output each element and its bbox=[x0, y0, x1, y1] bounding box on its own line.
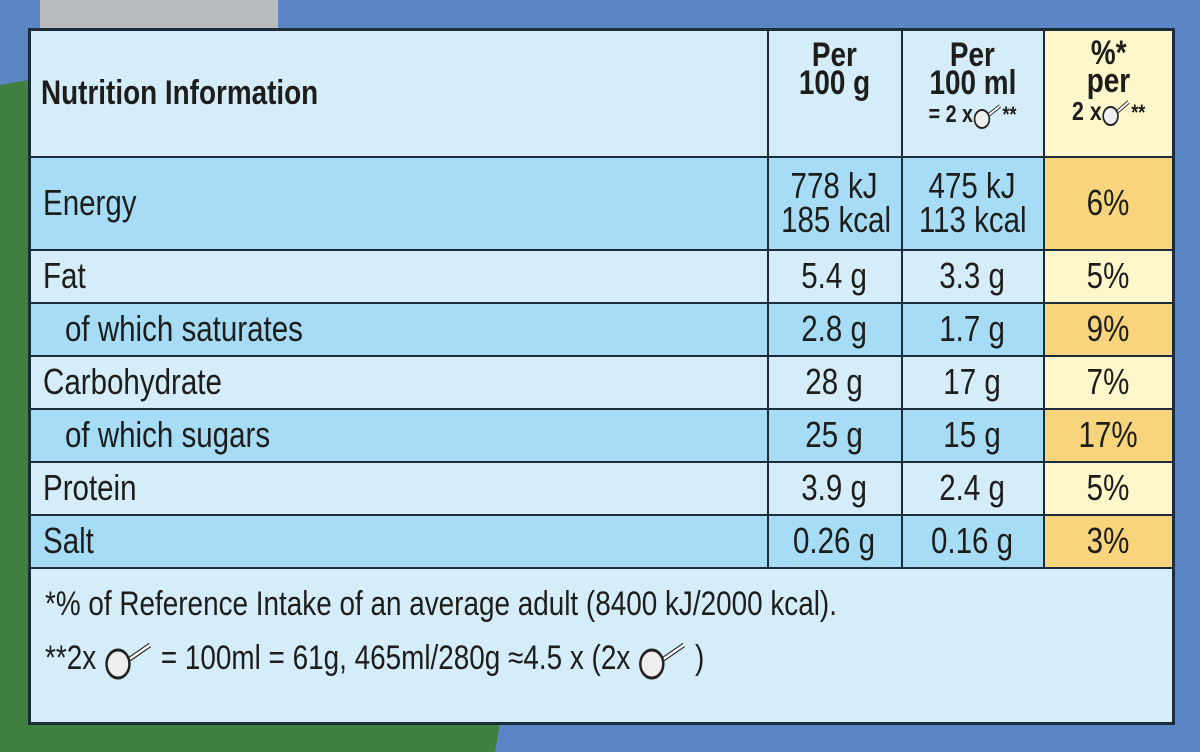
header-text: Per bbox=[950, 36, 995, 74]
row-label: of which saturates bbox=[28, 301, 769, 357]
cell: 28 g bbox=[766, 354, 903, 410]
cell: 3.9 g bbox=[766, 460, 903, 516]
row: Protein 3.9 g 2.4 g 5% bbox=[28, 460, 1175, 516]
value-text: 113 kcal bbox=[918, 199, 1027, 240]
value-text: 0.26 g bbox=[793, 520, 876, 561]
title-text: Nutrition Information bbox=[41, 73, 319, 112]
cell: 3% bbox=[1042, 513, 1175, 569]
value-text: 9% bbox=[1086, 308, 1130, 349]
header-row: Nutrition Information Per 100 g Per 100 … bbox=[28, 28, 1175, 158]
header-text: = 2 x bbox=[928, 101, 973, 128]
footer-row: *% of Reference Intake of an average adu… bbox=[28, 566, 1175, 725]
value-text: 17 g bbox=[943, 361, 1002, 402]
value-text: 6% bbox=[1086, 182, 1130, 223]
header-text: %* bbox=[1090, 34, 1127, 72]
row: Energy 778 kJ 185 kcal 475 kJ 113 kcal 6% bbox=[28, 155, 1175, 251]
cell: 2.4 g bbox=[900, 460, 1045, 516]
label-text: of which saturates bbox=[65, 308, 303, 349]
value-text: 2.8 g bbox=[801, 308, 868, 349]
cell: 2.8 g bbox=[766, 301, 903, 357]
footnote-text: = 100ml = 61g, 465ml/280g ≈4.5 x (2x bbox=[160, 638, 631, 677]
row-label: Salt bbox=[28, 513, 769, 569]
row: Fat 5.4 g 3.3 g 5% bbox=[28, 248, 1175, 304]
cell: 9% bbox=[1042, 301, 1175, 357]
value-text: 3% bbox=[1086, 520, 1130, 561]
cell: 3.3 g bbox=[900, 248, 1045, 304]
cell: 15 g bbox=[900, 407, 1045, 463]
header-text: 100 g bbox=[798, 64, 871, 102]
cell: 475 kJ 113 kcal bbox=[900, 155, 1045, 251]
label-text: of which sugars bbox=[65, 414, 271, 455]
header-text: ** bbox=[1002, 102, 1017, 127]
label-text: Energy bbox=[43, 182, 137, 223]
header-cell: Per 100 g bbox=[766, 28, 903, 158]
cell: 1.7 g bbox=[900, 301, 1045, 357]
label-text: Carbohydrate bbox=[43, 361, 222, 402]
header-text: 2 x bbox=[1071, 96, 1102, 126]
row-label: Energy bbox=[28, 155, 769, 251]
row: of which saturates 2.8 g 1.7 g 9% bbox=[28, 301, 1175, 357]
label-text: Fat bbox=[43, 255, 86, 296]
cell: 6% bbox=[1042, 155, 1175, 251]
value-text: 25 g bbox=[805, 414, 864, 455]
value-text: 7% bbox=[1086, 361, 1130, 402]
cell: 5.4 g bbox=[766, 248, 903, 304]
row: Salt 0.26 g 0.16 g 3% bbox=[28, 513, 1175, 569]
value-text: 0.16 g bbox=[931, 520, 1014, 561]
footnote-text: ) bbox=[694, 638, 705, 677]
cell: 5% bbox=[1042, 248, 1175, 304]
header-cell: Per 100 ml = 2 x ** bbox=[900, 28, 1045, 158]
value-text: 15 g bbox=[943, 414, 1002, 455]
value-text: 185 kcal bbox=[780, 199, 891, 240]
row-label: Carbohydrate bbox=[28, 354, 769, 410]
row-label: Fat bbox=[28, 248, 769, 304]
scoop-icon bbox=[105, 642, 151, 680]
footnote-text: **2x bbox=[45, 638, 97, 677]
scoop-icon bbox=[1102, 100, 1130, 127]
footnote: *% of Reference Intake of an average adu… bbox=[45, 584, 837, 623]
row: Carbohydrate 28 g 17 g 7% bbox=[28, 354, 1175, 410]
value-text: 1.7 g bbox=[939, 308, 1006, 349]
row: of which sugars 25 g 15 g 17% bbox=[28, 407, 1175, 463]
photo-strip bbox=[40, 0, 278, 28]
label-text: Protein bbox=[43, 467, 137, 508]
footnote: **2x = 100ml = 61g, 465ml/280g ≈4.5 x (2… bbox=[45, 631, 704, 685]
cell: 5% bbox=[1042, 460, 1175, 516]
cell: 0.16 g bbox=[900, 513, 1045, 569]
value-text: 475 kJ bbox=[929, 165, 1016, 206]
cell: 25 g bbox=[766, 407, 903, 463]
cell: 17% bbox=[1042, 407, 1175, 463]
table-title: Nutrition Information bbox=[28, 28, 769, 158]
cell: 7% bbox=[1042, 354, 1175, 410]
value-text: 2.4 g bbox=[939, 467, 1006, 508]
value-text: 778 kJ bbox=[791, 165, 878, 206]
cell: 0.26 g bbox=[766, 513, 903, 569]
value-text: 3.3 g bbox=[939, 255, 1006, 296]
header-cell: %* per 2 x ** bbox=[1042, 28, 1175, 158]
header-text: Per bbox=[812, 36, 857, 74]
header-text: per bbox=[1086, 62, 1130, 100]
row-label: of which sugars bbox=[28, 407, 769, 463]
value-text: 5% bbox=[1086, 255, 1130, 296]
scoop-icon bbox=[639, 642, 685, 680]
label-text: Salt bbox=[43, 520, 94, 561]
footnotes: *% of Reference Intake of an average adu… bbox=[28, 566, 1175, 725]
value-text: 5% bbox=[1086, 467, 1130, 508]
value-text: 3.9 g bbox=[801, 467, 868, 508]
value-text: 17% bbox=[1078, 414, 1138, 455]
cell: 17 g bbox=[900, 354, 1045, 410]
nutrition-table: Nutrition Information Per 100 g Per 100 … bbox=[28, 28, 1175, 725]
value-text: 5.4 g bbox=[801, 255, 868, 296]
header-text: 100 ml bbox=[929, 64, 1016, 102]
row-label: Protein bbox=[28, 460, 769, 516]
cell: 778 kJ 185 kcal bbox=[766, 155, 903, 251]
header-text: ** bbox=[1130, 100, 1145, 125]
scoop-icon bbox=[973, 103, 1001, 129]
value-text: 28 g bbox=[805, 361, 864, 402]
